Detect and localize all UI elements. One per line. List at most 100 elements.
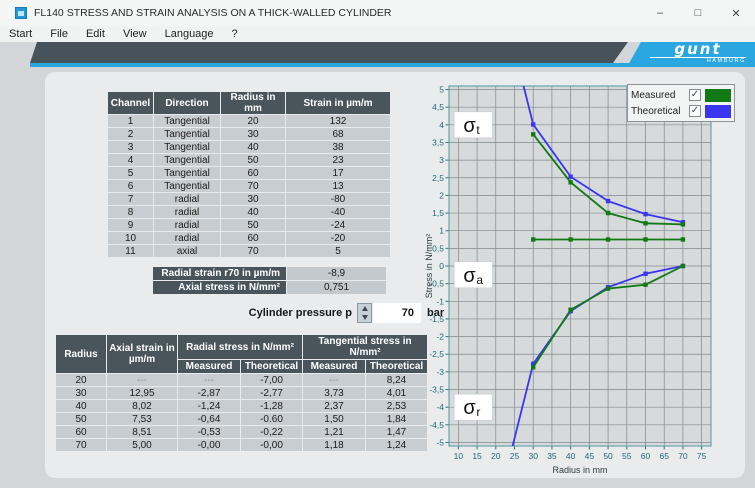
table-cell: 12,95: [107, 387, 177, 399]
table-row: 1 Tangential 20 132: [108, 115, 390, 127]
table-row: 60 8,51 -0,53 -0,22 1,21 1,47: [56, 426, 427, 438]
maximize-button[interactable]: □: [694, 7, 702, 19]
table-cell: -20: [286, 232, 390, 244]
pressure-input[interactable]: [373, 303, 421, 323]
table-cell: 1,47: [366, 426, 427, 438]
summary-table: Radial strain r70 in µm/m -8,9 Axial str…: [152, 266, 387, 295]
column-header: Channel: [108, 92, 153, 114]
table-cell: 1,18: [303, 439, 365, 451]
table-row: 2 Tangential 30 68: [108, 128, 390, 140]
table-cell: radial: [154, 206, 220, 218]
table-cell: 20: [56, 374, 106, 386]
table-cell: 2,53: [366, 400, 427, 412]
table-cell: radial: [154, 232, 220, 244]
y-axis-title: Stress in N/mm²: [425, 234, 434, 299]
svg-text:-3: -3: [436, 367, 444, 377]
table-cell: -1,24: [178, 400, 240, 412]
svg-text:45: 45: [585, 451, 595, 461]
menu-item-edit[interactable]: Edit: [85, 28, 105, 40]
column-group-header: Tangential stress in N/mm²: [303, 335, 427, 359]
table-cell: -2,87: [178, 387, 240, 399]
table-row: 5 Tangential 60 17: [108, 167, 390, 179]
spin-down-icon[interactable]: [358, 313, 371, 322]
table-cell: 7,53: [107, 413, 177, 425]
summary-label: Radial strain r70 in µm/m: [153, 267, 286, 280]
table-cell: 17: [286, 167, 390, 179]
table-cell: 6: [108, 180, 153, 192]
table-cell: Tangential: [154, 128, 220, 140]
close-button[interactable]: ✕: [731, 7, 741, 20]
svg-text:-3,5: -3,5: [429, 385, 444, 395]
column-group-header: Radial stress in N/mm²: [178, 335, 302, 359]
table-cell: -0,53: [178, 426, 240, 438]
theoretical-color-swatch: [705, 104, 731, 118]
svg-text:65: 65: [659, 451, 669, 461]
menu-item-language[interactable]: Language: [164, 28, 214, 40]
svg-text:σ: σ: [463, 265, 476, 287]
svg-text:5: 5: [439, 85, 444, 95]
table-cell: 30: [221, 193, 285, 205]
table-cell: 132: [286, 115, 390, 127]
table-cell: radial: [154, 219, 220, 231]
table-row: 40 8,02 -1,24 -1,28 2,37 2,53: [56, 400, 427, 412]
table-cell: 40: [221, 206, 285, 218]
pressure-stepper: [357, 303, 372, 323]
menu-item-view[interactable]: View: [122, 28, 147, 40]
menu-bar: Start File Edit View Language ?: [0, 26, 755, 42]
brand-logo: gunt HAMBURG: [627, 42, 755, 67]
stress-chart: 10 15 20 25 30 35 40 45 50 55 60 65 70 75 5 4,5 4 3,5 3 2,5…: [424, 74, 745, 478]
svg-text:1,5: 1,5: [432, 208, 444, 218]
column-subheader: Measured: [303, 360, 365, 373]
table-cell: 1,24: [366, 439, 427, 451]
menu-item-start[interactable]: Start: [9, 28, 33, 40]
table-cell: Tangential: [154, 167, 220, 179]
svg-text:-0,5: -0,5: [429, 279, 444, 289]
menu-item-file[interactable]: File: [50, 28, 68, 40]
minimize-button[interactable]: –: [656, 7, 664, 19]
table-cell: 11: [108, 245, 153, 257]
svg-text:σ: σ: [463, 115, 476, 137]
table-cell: -1,28: [241, 400, 302, 412]
measured-color-swatch: [705, 88, 731, 102]
table-cell: 4,01: [366, 387, 427, 399]
menu-item-help[interactable]: ?: [231, 28, 238, 40]
series-group: [511, 86, 686, 446]
table-cell: -0,64: [178, 413, 240, 425]
svg-text:20: 20: [491, 451, 501, 461]
table-cell: 3,73: [303, 387, 365, 399]
table-cell: 8: [108, 206, 153, 218]
window-title: FL140 STRESS AND STRAIN ANALYSIS ON A TH…: [34, 7, 392, 19]
table-cell: 30: [56, 387, 106, 399]
theoretical-checkbox[interactable]: ✓: [689, 105, 701, 117]
table-row: 6 Tangential 70 13: [108, 180, 390, 192]
plot-frame: [448, 85, 712, 447]
table-cell: -0.60: [241, 413, 302, 425]
brand-stripe: [30, 63, 755, 67]
summary-value: 0,751: [287, 281, 386, 294]
svg-text:40: 40: [566, 451, 576, 461]
x-axis-title: Radius in mm: [552, 465, 607, 475]
pressure-label: Cylinder pressure p: [248, 307, 352, 319]
svg-text:2,5: 2,5: [432, 173, 444, 183]
table-cell: -0,00: [241, 439, 302, 451]
column-header: Radius: [56, 335, 106, 373]
table-cell: 5,00: [107, 439, 177, 451]
table-cell: 70: [56, 439, 106, 451]
svg-text:σ: σ: [463, 397, 476, 419]
svg-text:3: 3: [439, 155, 444, 165]
table-cell: Tangential: [154, 141, 220, 153]
spin-up-icon[interactable]: [358, 304, 371, 313]
svg-text:-2: -2: [436, 332, 444, 342]
stress-results-table: Radius Axial strain in µm/m Radial stres…: [55, 334, 428, 452]
table-cell: -0,22: [241, 426, 302, 438]
measured-checkbox[interactable]: ✓: [689, 89, 701, 101]
svg-text:-4: -4: [436, 402, 444, 412]
svg-text:a: a: [476, 273, 483, 287]
window-controls: – □ ✕: [641, 0, 755, 26]
svg-text:70: 70: [678, 451, 688, 461]
table-cell: 5: [108, 167, 153, 179]
app-icon: [15, 7, 27, 19]
table-cell: -24: [286, 219, 390, 231]
